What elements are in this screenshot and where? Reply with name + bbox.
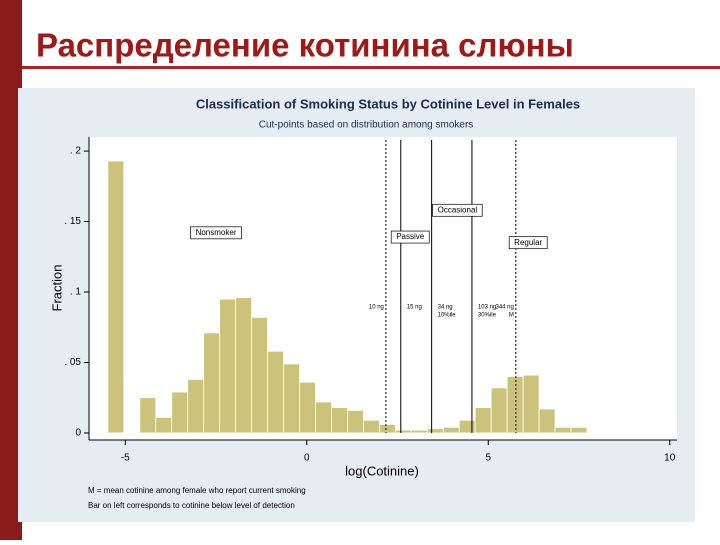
bar — [331, 407, 348, 434]
chart-subtitle: Cut-points based on distribution among s… — [259, 120, 474, 131]
bar — [394, 429, 412, 434]
annotation: Passive — [396, 232, 425, 241]
bar — [554, 426, 572, 434]
bar — [315, 401, 332, 434]
y-tick-label: . 1 — [70, 287, 82, 298]
bar — [570, 426, 588, 434]
footnote: M = mean cotinine among female who repor… — [88, 486, 306, 495]
y-tick-label: 0 — [75, 428, 81, 439]
bar — [458, 419, 476, 434]
annotation-box — [508, 236, 548, 250]
side-bar — [0, 0, 22, 540]
reference-label: 344 ng — [495, 305, 513, 311]
x-tick-label: 0 — [304, 453, 310, 464]
reference-label: 10%ile — [438, 313, 457, 319]
y-tick-label: . 2 — [70, 146, 82, 157]
annotation-box — [190, 226, 242, 240]
bar — [506, 376, 524, 434]
bar — [522, 374, 540, 434]
y-tick-label: . 15 — [64, 216, 81, 227]
chart-title: Classification of Smoking Status by Coti… — [196, 96, 580, 111]
reference-label: 10 ng — [369, 305, 384, 311]
reference-label: 34 ng — [438, 305, 453, 311]
annotation: Occasional — [438, 205, 478, 214]
annotation-box — [432, 203, 483, 217]
bar — [362, 419, 380, 434]
bar — [378, 424, 396, 434]
bar — [155, 417, 173, 434]
slide-title: Распределение котинина слюны — [36, 27, 574, 64]
reference-label: M — [509, 313, 514, 319]
x-tick-label: -5 — [121, 453, 130, 464]
bar — [235, 297, 253, 434]
plot-area — [89, 137, 677, 440]
footnote: Bar on left corresponds to cotinine belo… — [88, 501, 295, 510]
chart: Classification of Smoking Status by Coti… — [49, 96, 677, 510]
bar — [299, 381, 316, 434]
y-axis-label: Fraction — [49, 265, 64, 312]
reference-label: 15 ng — [407, 305, 422, 311]
bar — [267, 350, 284, 434]
reference-label: 103 ng — [478, 305, 496, 311]
bar — [283, 363, 300, 434]
bar — [426, 428, 444, 434]
bar — [187, 378, 205, 434]
bar — [347, 410, 364, 434]
title-underline — [22, 66, 720, 69]
bar — [474, 407, 492, 434]
bar — [203, 332, 221, 434]
annotation: Regular — [514, 238, 542, 247]
x-tick-label: 10 — [664, 453, 676, 464]
bar — [107, 160, 125, 434]
bar — [251, 316, 268, 434]
annotation-box — [390, 230, 430, 244]
bar — [171, 391, 189, 434]
bar — [442, 426, 460, 434]
bar — [139, 397, 157, 434]
y-tick-label: . 05 — [64, 357, 81, 368]
annotation: Nonsmoker — [196, 228, 237, 237]
bar — [490, 387, 508, 434]
bar — [410, 429, 428, 434]
x-tick-label: 5 — [485, 453, 491, 464]
bar — [538, 408, 556, 434]
reference-label: 30%ile — [478, 313, 497, 319]
x-axis-label: log(Cotinine) — [345, 463, 419, 478]
bar — [219, 298, 237, 434]
